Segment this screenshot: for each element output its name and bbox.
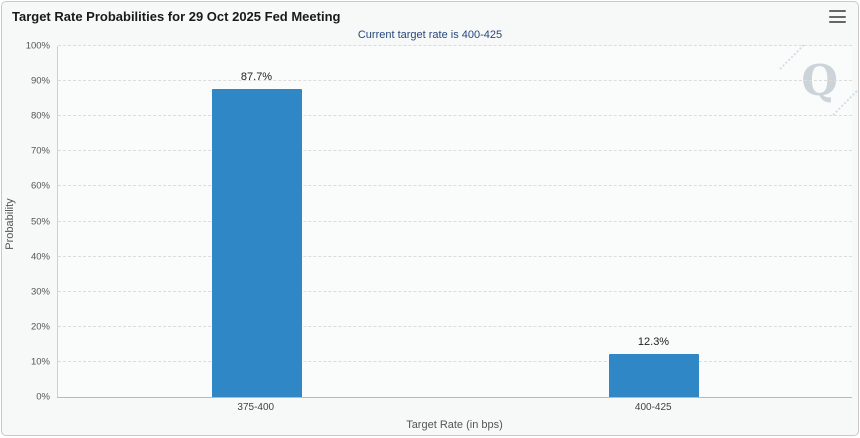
gridline: [58, 325, 852, 327]
gridline: [58, 185, 852, 187]
bar-column-375-400: 87.7%: [58, 46, 455, 397]
y-tick-label: 40%: [30, 251, 50, 263]
plot-area: Q 0% 10% 20% 30% 40% 50% 60% 70% 80% 90% 100% 87.7%…: [26, 41, 852, 403]
chart-header: Target Rate Probabilities for 29 Oct 202…: [2, 2, 858, 28]
gridline: [58, 290, 852, 292]
hamburger-menu-icon[interactable]: [829, 10, 846, 23]
bar-375-400[interactable]: [211, 89, 302, 397]
bar-value-label: 87.7%: [240, 71, 273, 84]
gridline: [58, 255, 852, 257]
y-tick-label: 100%: [25, 40, 50, 52]
y-tick-label: 10%: [30, 356, 50, 368]
chart-title: Target Rate Probabilities for 29 Oct 202…: [12, 9, 341, 24]
y-tick-label: 30%: [30, 286, 50, 298]
chart-subtitle: Current target rate is 400-425: [357, 29, 503, 41]
y-tick-label: 80%: [30, 110, 50, 122]
gridline: [58, 150, 852, 152]
gridline: [58, 220, 852, 222]
x-axis-title: Target Rate (in bps): [406, 419, 503, 431]
gridline: [58, 360, 852, 362]
x-tick-label: 400-425: [634, 402, 672, 413]
y-tick-label: 0%: [36, 391, 50, 403]
y-tick-label: 90%: [30, 75, 50, 87]
bars-container: 87.7% 12.3%: [58, 46, 852, 397]
gridline: [58, 80, 852, 82]
y-tick-label: 60%: [30, 180, 50, 192]
y-tick-label: 70%: [30, 145, 50, 157]
y-tick-label: 50%: [30, 216, 50, 227]
x-axis-tick-labels: 375-400 400-425: [57, 402, 852, 413]
gridline: [58, 115, 852, 117]
menu-line: [829, 21, 846, 23]
bar-column-400-425: 12.3%: [455, 46, 852, 397]
bar-400-425[interactable]: [608, 353, 699, 397]
y-tick-label: 20%: [30, 321, 50, 333]
menu-line: [829, 15, 846, 18]
bar-value-label: 12.3%: [637, 335, 670, 348]
gridline: [58, 45, 852, 46]
y-axis-title: Probability: [4, 198, 16, 250]
menu-line: [829, 10, 846, 12]
x-tick-label: 375-400: [237, 402, 275, 413]
